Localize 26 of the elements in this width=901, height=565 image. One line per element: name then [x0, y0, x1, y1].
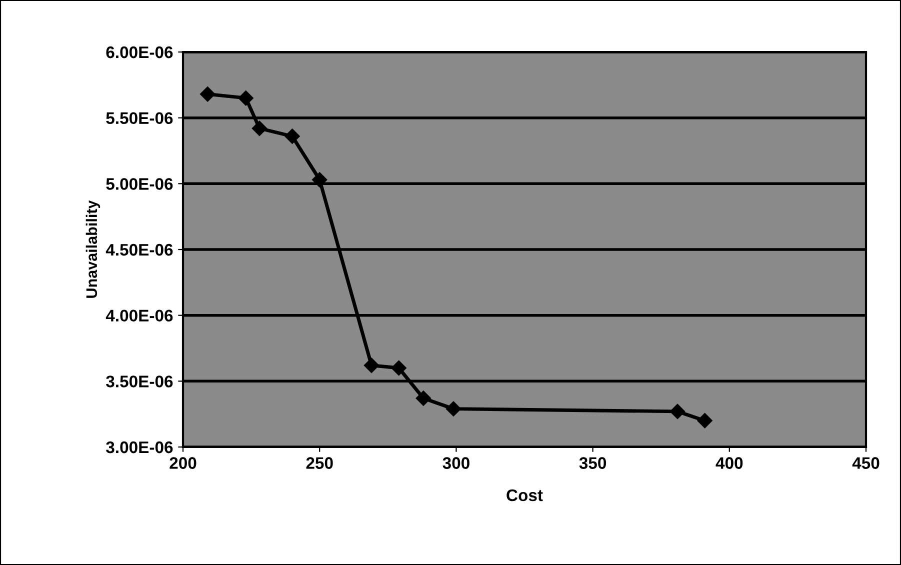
x-tick-label: 350 — [579, 457, 606, 469]
x-axis-title: Cost — [506, 489, 543, 502]
x-tick-label: 450 — [852, 457, 880, 469]
point — [312, 172, 328, 188]
x-tick-label: 200 — [170, 457, 196, 469]
y-tick-label: 3.50E-06 — [106, 376, 173, 388]
point — [284, 128, 300, 144]
x-tick-label: 300 — [442, 457, 470, 469]
point — [238, 90, 254, 106]
point — [416, 390, 431, 406]
y-tick-label: 5.00E-06 — [106, 178, 173, 190]
y-tick-label: 4.00E-06 — [106, 310, 173, 322]
y-tick-label: 5.50E-06 — [106, 112, 173, 124]
x-tick-label: 250 — [306, 457, 333, 469]
point — [200, 86, 216, 102]
point — [252, 120, 268, 136]
y-tick-label: 3.00E-06 — [106, 441, 173, 454]
y-tick-label: 4.50E-06 — [106, 244, 173, 256]
point — [697, 413, 712, 428]
point — [364, 358, 380, 373]
point — [670, 404, 686, 420]
point — [446, 401, 462, 416]
point — [391, 360, 406, 376]
x-tick-label: 400 — [716, 457, 743, 469]
y-axis-title: Unavailability — [86, 200, 100, 298]
y-tick-label: 6.00E-06 — [106, 46, 173, 58]
